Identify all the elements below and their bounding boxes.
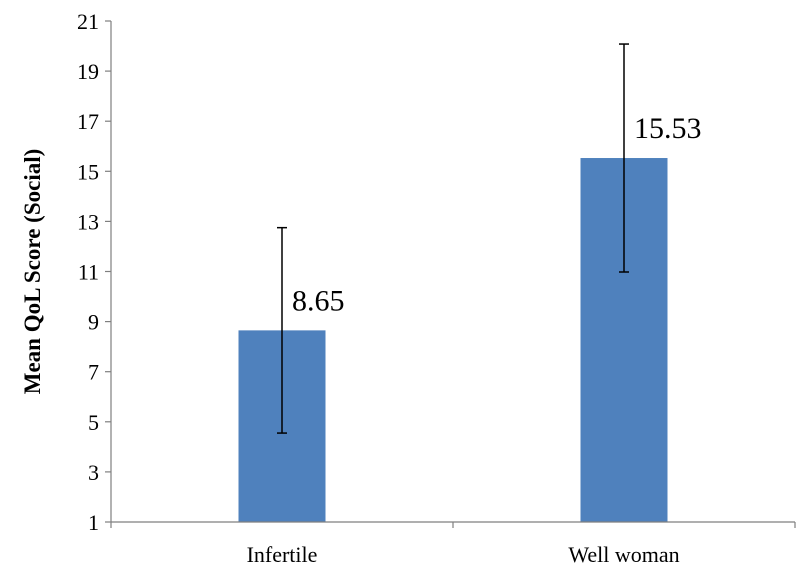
data-labels-group: 8.65 15.53 xyxy=(292,112,702,317)
y-tick-label: 7 xyxy=(88,360,99,385)
data-label: 15.53 xyxy=(634,112,702,145)
y-tick-label: 19 xyxy=(77,59,99,84)
y-tick-label: 21 xyxy=(77,9,99,34)
y-tick-label: 13 xyxy=(77,209,99,234)
y-tick-label: 11 xyxy=(78,260,99,285)
data-label: 8.65 xyxy=(292,284,345,317)
y-tick-label: 3 xyxy=(88,460,99,485)
y-tick-label: 17 xyxy=(77,109,99,134)
bars-group xyxy=(238,158,668,522)
y-tick-label: 15 xyxy=(77,159,99,184)
x-axis-ticks: Infertile Well woman xyxy=(110,522,796,567)
y-tick-label: 9 xyxy=(88,310,99,335)
y-tick-label: 5 xyxy=(88,410,99,435)
error-bars-group xyxy=(277,43,629,434)
y-tick-label: 1 xyxy=(88,510,99,535)
y-axis-title: Mean QoL Score (Social) xyxy=(20,149,45,395)
x-tick-label: Infertile xyxy=(247,542,318,567)
x-tick-label: Well woman xyxy=(568,542,679,567)
